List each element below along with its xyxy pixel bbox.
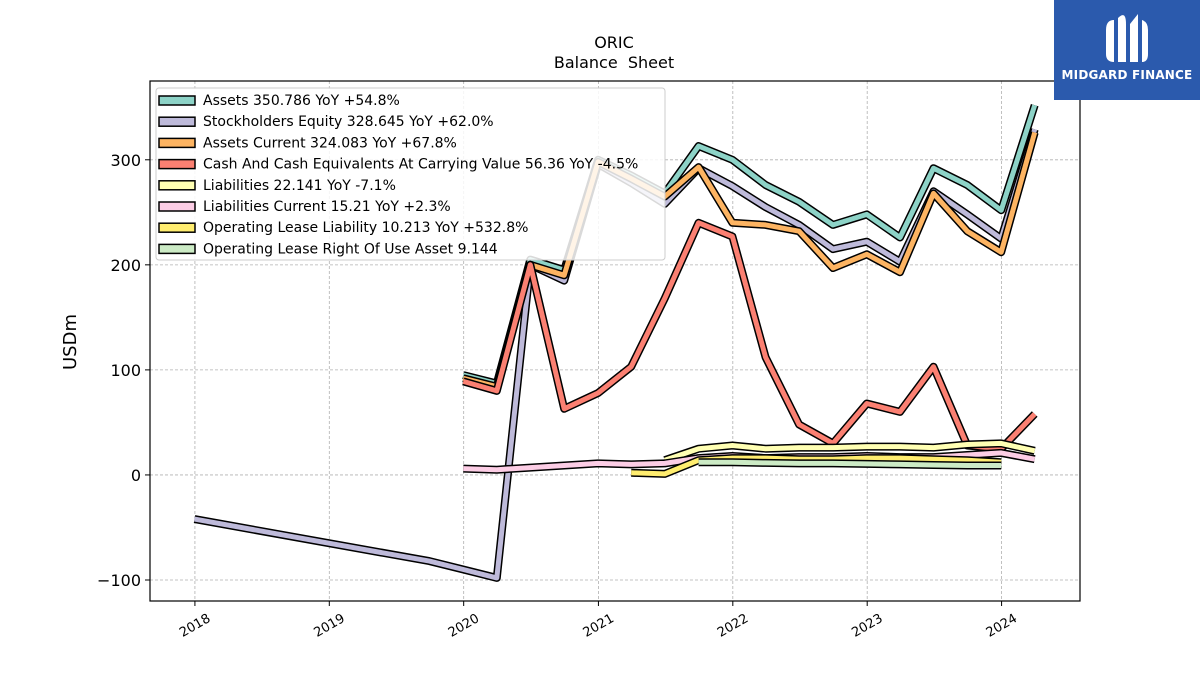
legend-entry: Assets Current 324.083 YoY +67.8% (158, 135, 457, 151)
legend-label: Assets 350.786 YoY +54.8% (203, 93, 400, 109)
series-line-7 (698, 459, 1002, 468)
y-tick-label: 100 (110, 361, 141, 380)
legend-entry: Stockholders Equity 328.645 YoY +62.0% (158, 114, 494, 130)
plot-frame (149, 80, 1081, 602)
legend-label: Stockholders Equity 328.645 YoY +62.0% (203, 114, 494, 130)
y-tick-label: 0 (131, 466, 141, 485)
y-axis-label: USDm (60, 314, 81, 370)
legend-swatch (158, 95, 196, 106)
legend-label: Operating Lease Right Of Use Asset 9.144 (203, 241, 498, 257)
legend-label: Assets Current 324.083 YoY +67.8% (203, 135, 457, 151)
legend-entry: Liabilities 22.141 YoY -7.1% (158, 178, 396, 194)
legend: Assets 350.786 YoY +54.8% Stockholders Eq… (155, 87, 666, 261)
y-tick-label: 300 (110, 151, 141, 170)
y-tick-label: 200 (110, 256, 141, 275)
series-line-4 (663, 440, 1036, 463)
legend-entry: Liabilities Current 15.21 YoY +2.3% (158, 199, 451, 215)
series-lines (193, 103, 1039, 582)
x-tick-label: 2024 (984, 611, 1020, 641)
legend-swatch (158, 243, 196, 255)
chart-subtitle: Balance Sheet (554, 53, 674, 72)
series-line-2 (462, 131, 1038, 390)
legend-entry: Operating Lease Right Of Use Asset 9.144 (158, 241, 498, 257)
brand-logo: MIDGARD FINANCE (1054, 0, 1200, 100)
series-line-6 (631, 455, 1002, 477)
legend-label: Liabilities 22.141 YoY -7.1% (203, 178, 396, 194)
legend-label: Operating Lease Liability 10.213 YoY +53… (203, 220, 528, 236)
x-tick-label: 2023 (849, 611, 885, 641)
x-tick-label: 2018 (177, 611, 213, 641)
legend-label: Cash And Cash Equivalents At Carrying Va… (203, 157, 638, 173)
legend-entry: Assets 350.786 YoY +54.8% (158, 93, 400, 109)
y-tick-label: −100 (97, 571, 141, 590)
legend-swatch (158, 201, 196, 212)
x-tick-label: 2021 (581, 611, 617, 641)
legend-entry: Cash And Cash Equivalents At Carrying Va… (158, 157, 638, 173)
legend-entry: Operating Lease Liability 10.213 YoY +53… (158, 220, 528, 236)
brand-name: MIDGARD FINANCE (1061, 68, 1193, 82)
legend-swatch (158, 137, 196, 149)
chart-title: ORIC (594, 33, 634, 52)
legend-swatch (158, 180, 196, 191)
x-tick-label: 2020 (446, 611, 482, 641)
legend-swatch (158, 116, 196, 127)
legend-swatch (158, 222, 196, 233)
brand-mark-icon (1106, 14, 1148, 63)
legend-swatch (158, 158, 196, 170)
series-line-0 (462, 104, 1038, 386)
legend-label: Liabilities Current 15.21 YoY +2.3% (203, 199, 451, 215)
legend-box (155, 87, 666, 261)
series-line-3 (462, 220, 1037, 452)
x-tick-label: 2019 (311, 611, 347, 641)
x-tick-label: 2022 (715, 611, 751, 641)
